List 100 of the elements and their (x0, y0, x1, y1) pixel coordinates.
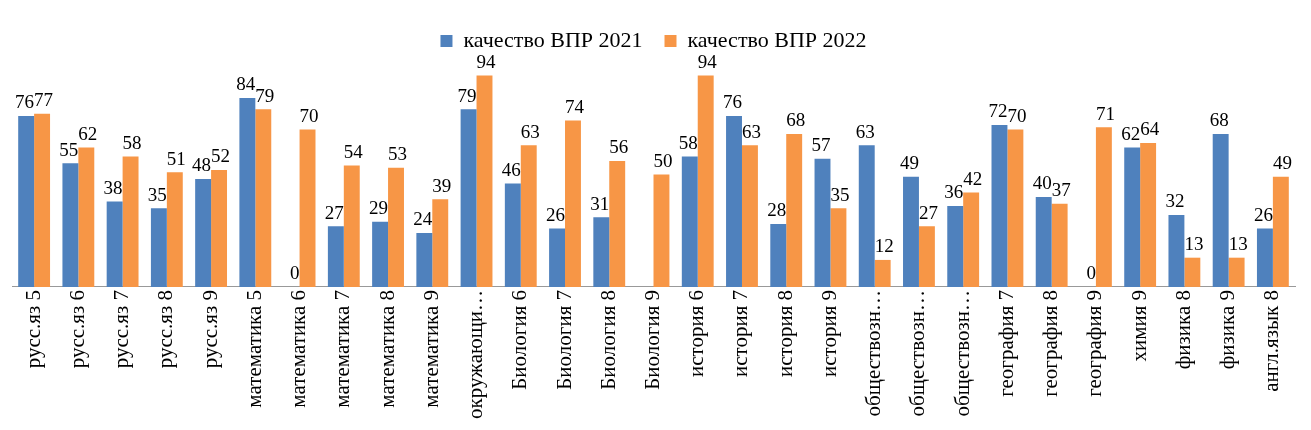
data-label: 35 (147, 183, 167, 205)
bar (963, 192, 980, 287)
bar (786, 133, 803, 287)
data-label: 79 (457, 84, 477, 106)
data-label: 57 (811, 134, 831, 156)
data-label: 26 (546, 203, 566, 225)
bar (609, 160, 626, 287)
data-label: 48 (192, 154, 212, 176)
data-label: 58 (678, 131, 698, 153)
data-label: 28 (767, 199, 787, 221)
bar (858, 145, 875, 287)
bar (416, 232, 433, 287)
x-tick-label: история 6 (684, 289, 709, 378)
bar (166, 172, 183, 287)
data-label: 77 (34, 89, 54, 111)
bar (78, 147, 95, 287)
x-tick-label: география 9 (1082, 289, 1107, 397)
data-label: 53 (388, 143, 408, 165)
data-label: 13 (1184, 233, 1204, 255)
bar (62, 163, 79, 287)
bar (299, 129, 316, 287)
bar (1168, 214, 1185, 287)
data-label: 72 (988, 100, 1008, 122)
bar (1035, 196, 1052, 287)
data-label: 24 (413, 208, 433, 230)
data-label: 74 (565, 95, 585, 117)
bar (520, 145, 537, 287)
x-tick-label: математика 9 (418, 289, 443, 408)
x-tick-label: русс.яз 8 (153, 289, 178, 369)
data-label: 31 (590, 192, 610, 214)
bar (504, 183, 521, 287)
bar (106, 201, 123, 287)
data-label: 70 (299, 104, 319, 126)
bar (432, 199, 449, 287)
bar (1124, 147, 1141, 287)
data-label: 76 (722, 91, 742, 113)
data-label: 71 (1095, 102, 1115, 124)
data-label: 52 (211, 145, 231, 167)
bar (681, 156, 698, 287)
data-label: 0 (290, 262, 300, 284)
legend-label: качество ВПР 2021 (463, 26, 643, 52)
data-label: 37 (1051, 179, 1071, 201)
bar (343, 165, 360, 287)
data-label: 58 (122, 131, 142, 153)
data-label: 55 (59, 138, 79, 160)
x-tick-label: Биология 6 (507, 289, 532, 390)
x-tick-label: история 8 (772, 289, 797, 378)
bar (947, 205, 964, 287)
bar (1256, 228, 1273, 287)
data-label: 62 (78, 122, 98, 144)
bar (741, 145, 758, 287)
bar (726, 115, 742, 287)
bar (697, 75, 714, 287)
bar (565, 120, 581, 287)
bar (770, 223, 787, 287)
x-tick-label: русс.яз 9 (197, 289, 222, 369)
data-label: 49 (1272, 152, 1292, 174)
x-tick-label: химия 9 (1126, 289, 1151, 362)
data-label: 79 (255, 84, 275, 106)
legend-label: качество ВПР 2022 (687, 26, 867, 52)
data-label: 54 (343, 140, 364, 162)
bar (255, 109, 272, 287)
x-tick-label: математика 8 (374, 289, 399, 408)
data-label: 56 (609, 136, 629, 158)
data-label: 70 (1007, 104, 1027, 126)
bar (1228, 257, 1245, 287)
bar (372, 221, 389, 287)
bar (1140, 142, 1157, 287)
bar (195, 178, 212, 287)
bar (653, 174, 670, 287)
bar (476, 75, 493, 287)
bar (239, 97, 256, 287)
data-label: 42 (963, 167, 983, 189)
data-label: 39 (432, 174, 452, 196)
bar (1212, 133, 1229, 287)
data-label: 38 (103, 176, 123, 198)
bar (460, 109, 477, 287)
data-label: 36 (944, 181, 964, 203)
data-label: 32 (1165, 190, 1185, 212)
x-tick-label: история 7 (728, 289, 753, 378)
bar (903, 176, 919, 287)
data-label: 50 (653, 149, 673, 171)
x-tick-label: русс.яз 7 (109, 289, 134, 369)
bar (593, 217, 610, 287)
data-label: 68 (1209, 109, 1229, 131)
bar (1051, 203, 1068, 287)
bar (327, 226, 344, 287)
bar (1007, 129, 1024, 287)
x-tick-label: физика 9 (1215, 289, 1240, 370)
data-label: 13 (1228, 233, 1248, 255)
bar (549, 228, 566, 287)
x-tick-label: география 7 (993, 289, 1018, 397)
x-tick-label: окружающи… (463, 289, 488, 419)
data-label: 63 (855, 120, 875, 142)
x-tick-label: математика 6 (286, 289, 311, 408)
data-label: 63 (520, 120, 540, 142)
bar (814, 158, 831, 287)
data-label: 94 (697, 50, 718, 72)
bar (18, 115, 35, 287)
bar (991, 124, 1008, 287)
